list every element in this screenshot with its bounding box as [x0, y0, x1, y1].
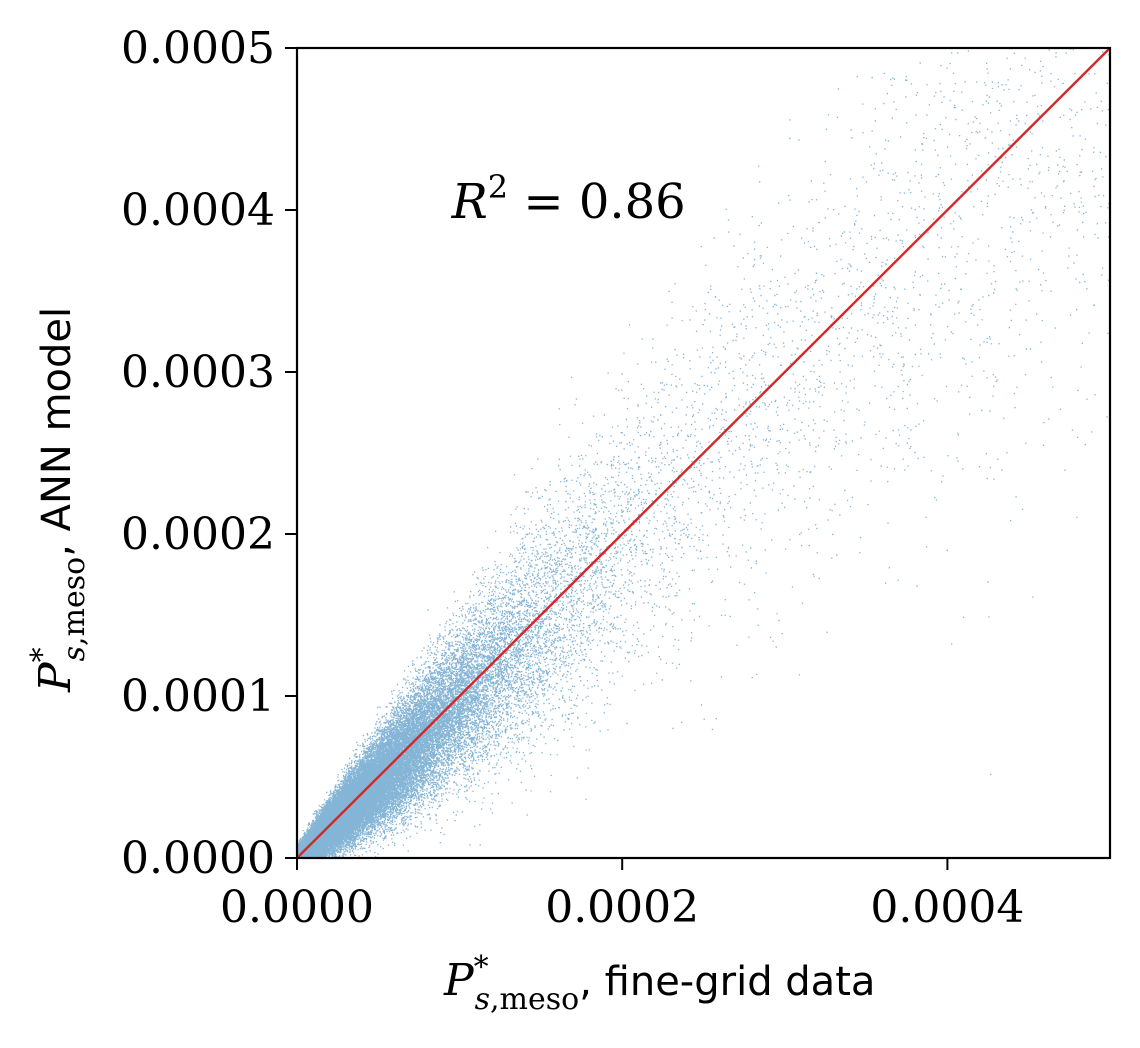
y-tick-label: 0.0003	[121, 347, 275, 398]
x-tick-label: 0.0002	[545, 882, 699, 933]
y-label-symbol: P	[30, 661, 81, 693]
x-tick-label: 0.0000	[220, 882, 374, 933]
x-label-symbol: P	[443, 955, 475, 1006]
y-label-suffix: , ANN model	[34, 307, 80, 557]
y-tick-label: 0.0005	[121, 23, 275, 74]
x-label-subscript-rest: ,meso	[490, 982, 579, 1017]
r-squared-annotation: R2 = 0.86	[451, 168, 686, 230]
y-tick-label: 0.0004	[121, 185, 275, 236]
x-tick-label: 0.0004	[870, 882, 1024, 933]
y-tick-label: 0.0001	[121, 671, 275, 722]
r-squared-symbol: R	[451, 174, 488, 230]
r-squared-exponent: 2	[488, 168, 508, 206]
x-label-suffix: , fine-grid data	[579, 959, 875, 1005]
y-tick-label: 0.0000	[121, 833, 275, 884]
r-squared-value: = 0.86	[508, 174, 686, 230]
y-label-superscript: *	[25, 647, 60, 662]
y-tick-label: 0.0002	[121, 509, 275, 560]
x-label-superscript: *	[474, 950, 489, 985]
x-label-subscript-italic: s	[475, 982, 490, 1017]
y-label-subscript-italic: s	[57, 646, 92, 661]
y-label-subscript-rest: ,meso	[57, 557, 92, 646]
